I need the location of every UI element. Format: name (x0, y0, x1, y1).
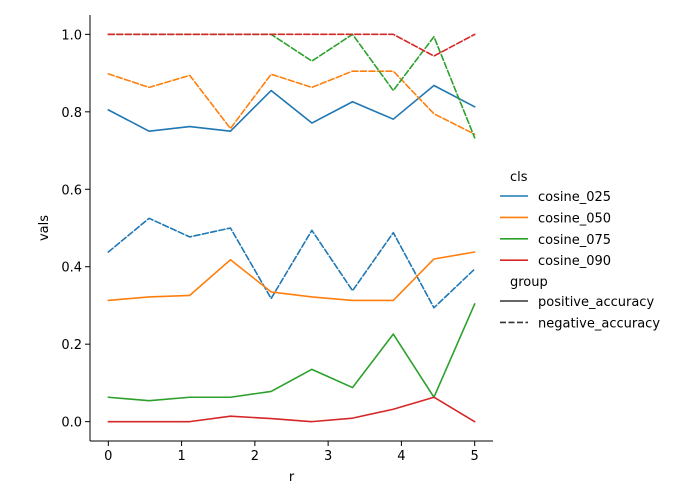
legend-style-label: negative_accuracy (538, 316, 660, 331)
x-tick-label: 5 (471, 449, 479, 464)
y-tick-label: 0.6 (61, 183, 82, 198)
y-ticks: 0.0 0.2 0.4 0.6 0.8 1.0 (61, 28, 90, 431)
legend-hue-title: cls (510, 170, 528, 185)
legend-style-title: group (510, 275, 548, 290)
legend-entry-label: cosine_090 (538, 254, 611, 269)
series-line-cosine-075-negative-accuracy (107, 33, 476, 139)
series-line-cosine-075-positive-accuracy (107, 303, 476, 402)
legend-entry-label: cosine_050 (538, 211, 611, 226)
y-tick-label: 0.0 (61, 416, 82, 431)
plot-area (107, 33, 476, 423)
y-tick-label: 0.8 (61, 106, 82, 121)
series-line-cosine-090-negative-accuracy (107, 33, 476, 57)
x-tick-label: 1 (177, 449, 185, 464)
x-ticks: 0 1 2 3 4 5 (104, 441, 479, 464)
series-line-cosine-050-positive-accuracy (107, 251, 476, 302)
series-line-cosine-050-negative-accuracy (107, 70, 476, 136)
x-tick-label: 2 (251, 449, 259, 464)
y-tick-label: 1.0 (61, 28, 82, 43)
legend-style-label: positive_accuracy (538, 295, 654, 310)
y-tick-label: 0.4 (61, 261, 82, 276)
x-tick-label: 0 (104, 449, 112, 464)
legend: cls group cosine_025 cosine_050 cosine_075… (500, 170, 660, 331)
legend-entry-label: cosine_075 (538, 233, 611, 248)
axes (89, 15, 493, 442)
x-tick-label: 4 (397, 449, 405, 464)
series-line-cosine-025-positive-accuracy (107, 84, 476, 132)
x-tick-label: 3 (324, 449, 332, 464)
x-axis-label: r (289, 470, 295, 485)
y-tick-label: 0.2 (61, 338, 82, 353)
series-line-cosine-090-positive-accuracy (107, 396, 476, 423)
series-line-cosine-025-negative-accuracy (107, 217, 476, 309)
legend-entry-label: cosine_025 (538, 190, 611, 205)
y-axis-label: vals (37, 215, 52, 241)
